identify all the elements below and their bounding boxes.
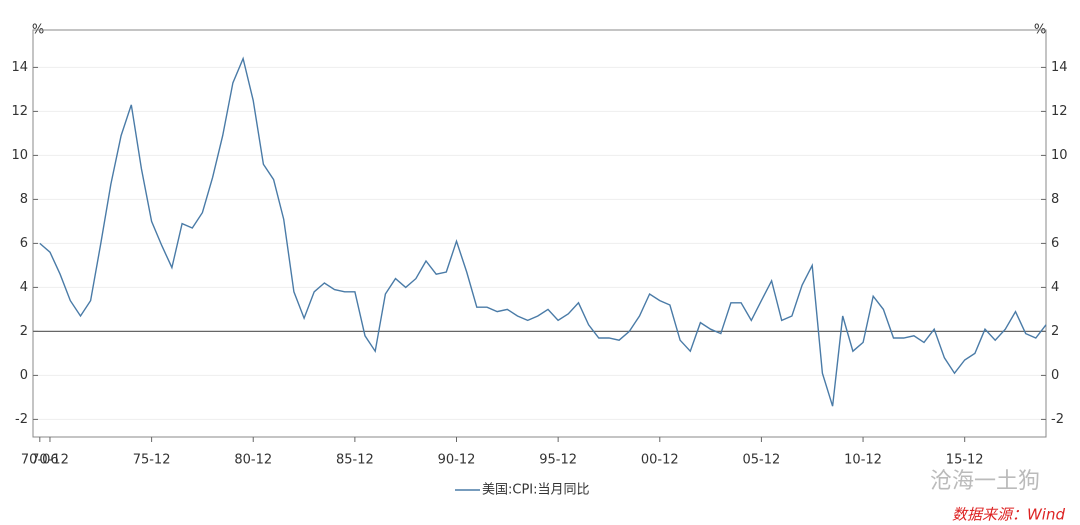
source-note: 数据来源：Wind [952,506,1066,524]
y-tick-label: 4 [20,280,28,295]
y-tick-label: -2 [15,412,28,427]
watermark: 沧海一土狗 [930,469,1040,494]
x-tick-label: 75-12 [133,453,171,468]
x-tick-label: 15-12 [946,453,984,468]
plot-frame [32,29,1047,438]
x-tick-label: 10-12 [844,453,882,468]
x-tick-label: 85-12 [336,453,374,468]
y-tick-label: 12 [11,104,28,119]
x-tick-label: 05-12 [743,453,781,468]
y2-tick-label: 4 [1051,280,1059,295]
y-tick-label: 0 [20,368,28,383]
y2-tick-label: 14 [1051,60,1068,75]
y2-tick-label: 8 [1051,192,1059,207]
x-tick-label: 70-12 [31,453,69,468]
y2-tick-label: 12 [1051,104,1068,119]
x-tick-label: 70-06 [21,453,59,468]
x-tick-label: 80-12 [234,453,272,468]
y2-tick-label: 2 [1051,324,1059,339]
x-tick-label: 00-12 [641,453,679,468]
y-tick-label: 14 [11,60,28,75]
y2-tick-label: -2 [1051,412,1064,427]
x-tick-label: 95-12 [539,453,577,468]
y-tick-label: 2 [20,324,28,339]
y2-tick-label: 0 [1051,368,1059,383]
series-line [39,56,1047,407]
y-tick-label: 10 [11,148,28,163]
y-tick-label: 6 [20,236,28,251]
x-tick-label: 90-12 [438,453,476,468]
y2-tick-label: 6 [1051,236,1059,251]
y-tick-label: 8 [20,192,28,207]
legend-label: 美国:CPI:当月同比 [482,483,590,498]
y2-tick-label: 10 [1051,148,1068,163]
